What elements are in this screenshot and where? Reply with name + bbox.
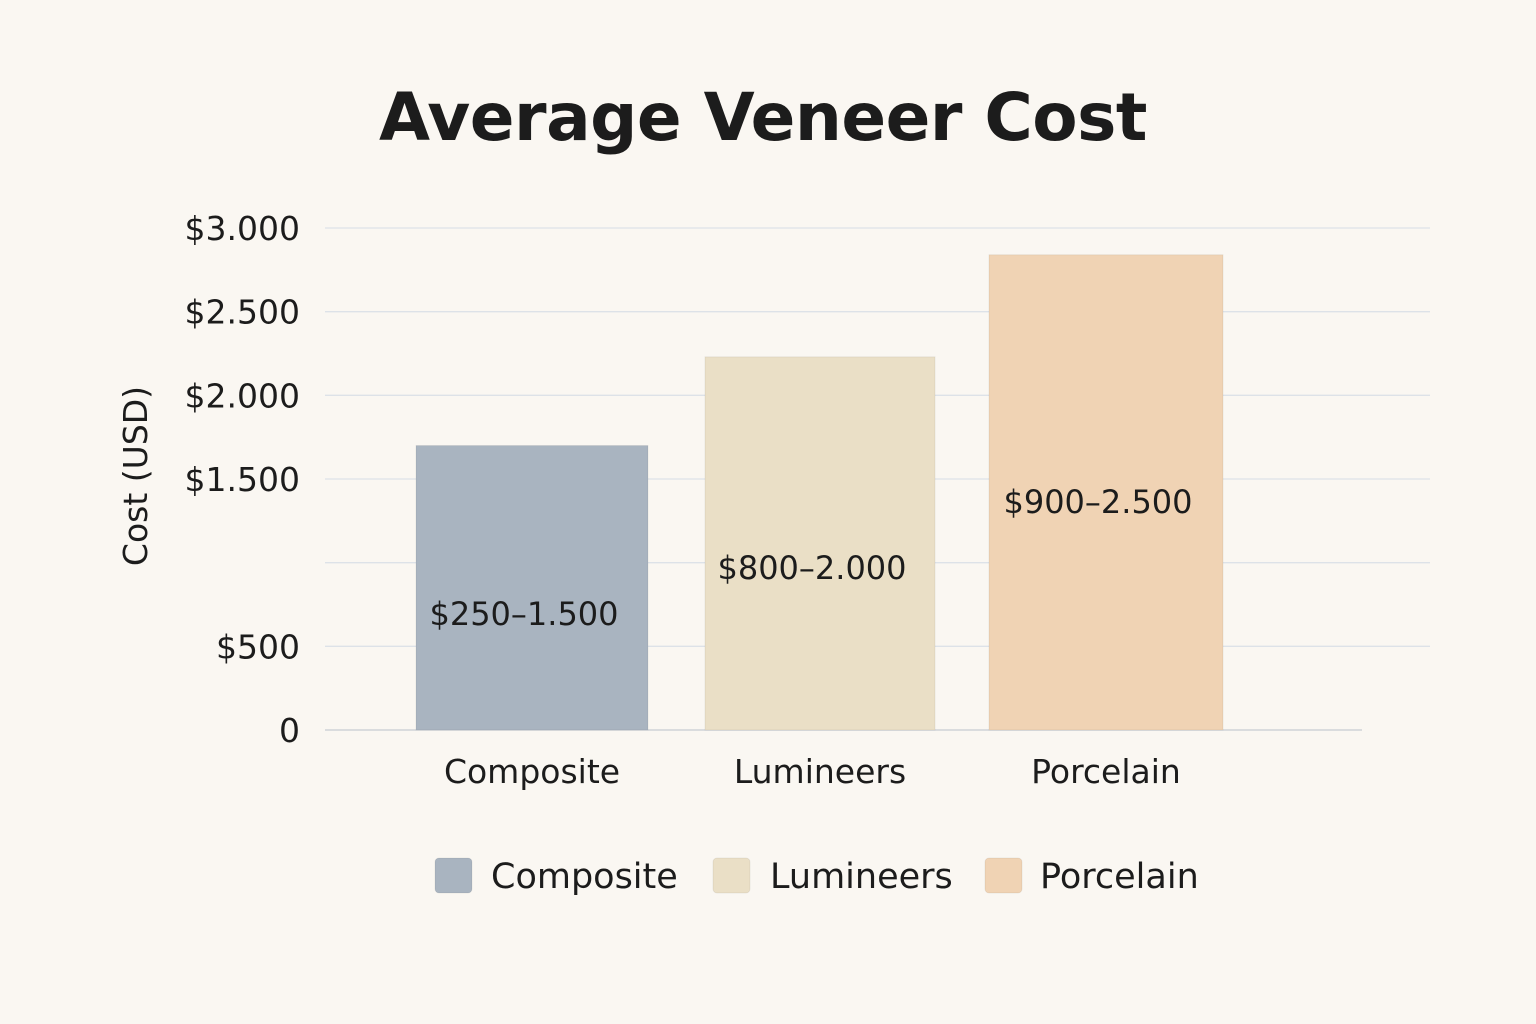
y-tick-label: $500	[216, 627, 300, 666]
legend-swatch	[434, 857, 473, 894]
legend-swatch	[712, 857, 751, 894]
y-tick-label: 0	[279, 711, 300, 750]
bar-lumineers	[704, 356, 936, 731]
y-tick-label: $3.000	[185, 209, 300, 248]
y-axis-title: Cost (USD)	[116, 386, 155, 566]
legend-label: Porcelain	[1040, 857, 1199, 897]
legend-label: Lumineers	[770, 857, 953, 897]
bars	[415, 254, 1224, 731]
x-category-label: Composite	[444, 752, 620, 791]
y-tick-label: $2.000	[185, 376, 300, 415]
bar-composite	[415, 445, 649, 731]
chart-title: Average Veneer Cost	[379, 79, 1147, 156]
legend: Composite Lumineers Porcelain	[434, 857, 1199, 897]
x-axis-categories: Composite Lumineers Porcelain	[444, 752, 1181, 791]
y-tick-label: $2.500	[185, 293, 300, 332]
y-tick-label: $1.500	[185, 460, 300, 499]
y-axis-ticks: 0 $500 $1.500 $2.000 $2.500 $3.000	[185, 209, 300, 750]
bar-data-label: $800–2.000	[717, 549, 906, 587]
bar-data-label: $250–1.500	[429, 595, 618, 633]
legend-item: Porcelain	[984, 857, 1199, 897]
x-category-label: Porcelain	[1031, 752, 1181, 791]
bar-data-label: $900–2.500	[1003, 483, 1192, 521]
data-labels: $250–1.500 $800–2.000 $900–2.500	[429, 483, 1192, 633]
legend-item: Lumineers	[712, 857, 953, 897]
legend-swatch	[984, 857, 1023, 894]
legend-label: Composite	[491, 857, 678, 897]
x-category-label: Lumineers	[734, 752, 906, 791]
legend-item: Composite	[434, 857, 678, 897]
bar-porcelain	[988, 254, 1224, 731]
